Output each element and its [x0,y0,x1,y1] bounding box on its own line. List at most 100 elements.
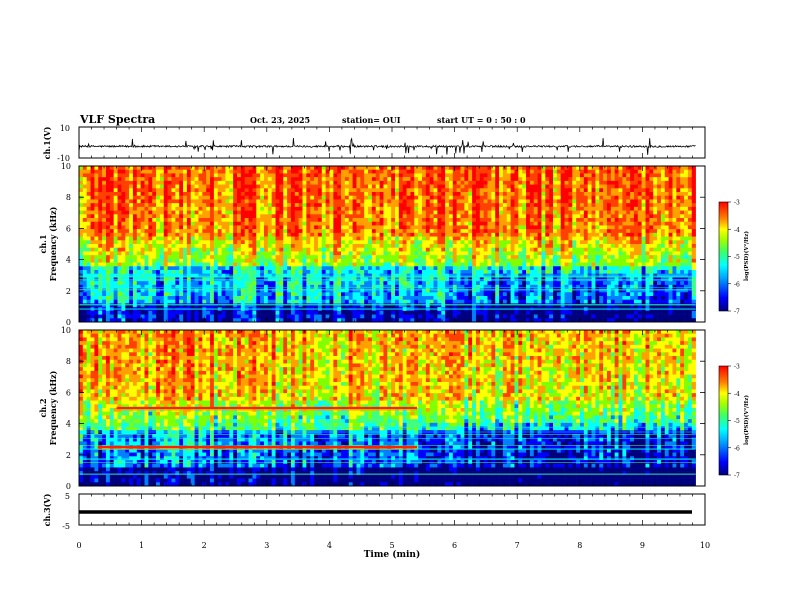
spectrogram-cell [452,210,457,215]
spectrogram-cell [117,218,122,223]
spectrogram-cell [464,288,469,293]
spectrogram-cell [491,218,496,223]
spectrogram-cell [132,296,138,301]
spectrogram-cell [298,236,303,241]
spectrogram-cell [448,169,454,174]
spectrogram-cell [248,206,253,211]
spectrogram-cell [321,240,326,245]
spectrogram-cell [356,203,361,208]
spectrogram-cell [156,244,161,249]
spectrogram-cell [464,255,469,260]
spectrogram-cell [418,247,423,252]
spectrogram-cell [136,314,141,319]
spectrogram-cell [129,292,134,297]
spectrogram-cell [352,192,357,197]
spectrogram-cell [341,292,346,297]
spectrogram-cell [429,180,434,185]
spectrogram-cell [263,169,269,174]
spectrogram-cell [302,240,307,245]
spectrogram-cell [506,240,511,245]
spectrogram-cell [379,173,384,178]
spectrogram-cell [310,184,315,189]
spectrogram-cell [337,195,342,200]
spectrogram-cell [163,251,168,256]
spectrogram-cell [487,195,492,200]
spectrogram-cell [456,206,461,211]
spectrogram-cell [113,318,118,323]
spectrogram-cell [325,206,330,211]
spectrogram-cell [472,307,477,312]
spectrogram-cell [90,173,95,178]
spectrogram-cell [402,188,407,193]
spectrogram-cell [256,299,261,304]
spectrogram-cell [194,232,199,237]
spectrogram-cell [337,284,342,289]
spectrogram-cell [487,206,492,211]
spectrogram-cell [495,273,500,278]
spectrogram-cell [421,251,427,256]
spectrogram-cell [433,221,438,226]
spectrogram-cell [475,244,481,249]
spectrogram-cell [275,255,280,260]
spectrogram-cell [464,296,469,301]
spectrogram-cell [518,214,523,219]
spectrogram-cell [294,284,299,289]
spectrogram-cell [441,251,446,256]
spectrogram-cell [337,225,342,230]
spectrogram-cell [379,169,384,174]
spectrogram-cell [121,173,126,178]
spectrogram-cell [518,244,523,249]
spectrogram-cell [175,244,180,249]
spectrogram-cell [290,214,296,219]
spectrogram-cell [121,214,126,219]
spectrogram-cell [344,188,350,193]
spectrogram-cell [283,232,288,237]
spectrogram-cell [105,251,111,256]
spectrogram-cell [148,184,153,189]
spectrogram-cell [179,307,184,312]
spectrogram-cell [418,192,423,197]
spectrogram-cell [90,232,95,237]
spectrogram-cell [113,218,118,223]
spectrogram-cell [502,180,508,185]
spectrogram-cell [506,184,511,189]
spectrogram-cell [368,240,373,245]
spectrogram-cell [337,266,342,271]
spectrogram-cell [94,166,99,171]
spectrogram-cell [344,307,350,312]
spectrogram-cell [217,247,222,252]
spectrogram-cell [352,247,357,252]
spectrogram-cell [190,240,195,245]
spectrogram-cell [487,262,492,267]
spectrogram-cell [252,307,257,312]
spectrogram-cell [260,255,265,260]
spectrogram-cell [506,166,511,171]
spectrogram-cell [321,218,326,223]
spectrogram-cell [483,258,488,263]
spectrogram-cell [129,240,134,245]
spectrogram-cell [460,225,465,230]
spectrogram-cell [472,184,477,189]
spectrogram-cell [510,184,515,189]
spectrogram-cell [518,296,523,301]
spectrogram-cell [275,229,280,234]
spectrogram-cell [167,255,172,260]
spectrogram-cell [140,195,145,200]
spectrogram-cell [321,214,326,219]
spectrogram-cell [287,203,292,208]
spectrogram-cell [79,214,84,219]
spectrogram-cell [275,177,280,182]
spectrogram-cell [491,188,496,193]
spectrogram-cell [464,314,469,319]
spectrogram-cell [514,232,519,237]
spectrogram-cell [495,292,500,297]
spectrogram-cell [183,255,188,260]
spectrogram-cell [421,188,427,193]
spectrogram-cell [121,314,126,319]
spectrogram-cell [529,218,535,223]
spectrogram-cell [263,284,269,289]
spectrogram-cell [418,270,423,275]
spectrogram-cell [275,166,280,171]
spectrogram-cell [437,247,442,252]
spectrogram-cell [410,184,415,189]
